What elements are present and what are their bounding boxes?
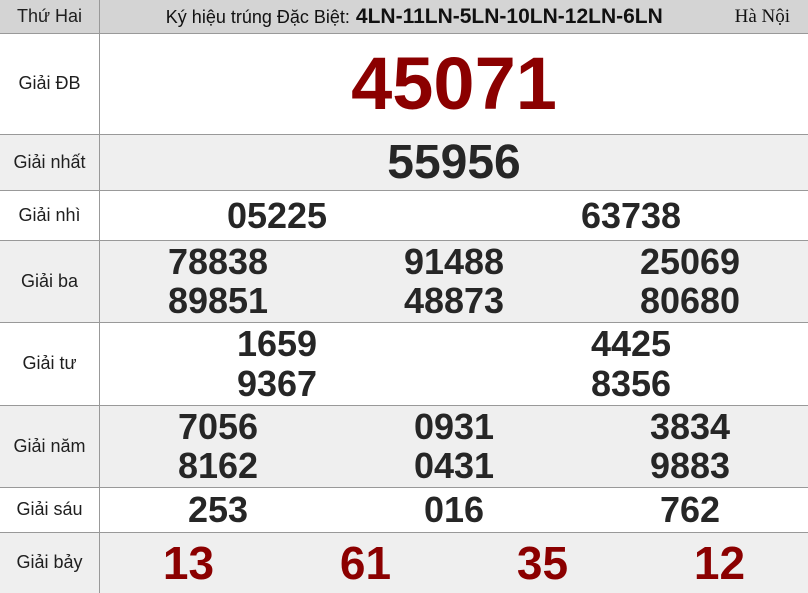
prize-number: 0431: [413, 445, 495, 486]
prize-numbers-nam: 7056 0931 3834 8162 0431 9883: [100, 406, 808, 487]
prize-label-nhi: Giải nhì: [0, 191, 100, 240]
special-symbol: Ký hiệu trúng Đặc Biệt: 4LN-11LN-5LN-10LN…: [100, 5, 729, 29]
prize-number: 0931: [413, 406, 495, 447]
prize-number: 91488: [403, 241, 505, 282]
prize-number: 4425: [590, 323, 672, 365]
number-line: 05225 63738: [100, 194, 808, 236]
region-label: Hà Nội: [734, 5, 790, 27]
prize-label-db: Giải ĐB: [0, 34, 100, 134]
prize-number: 45071: [351, 42, 557, 125]
prize-row-db: Giải ĐB 45071: [0, 33, 808, 134]
number-line: 55956: [100, 135, 808, 189]
prize-row-nhi: Giải nhì 05225 63738: [0, 190, 808, 240]
number-line: 8162 0431 9883: [100, 448, 808, 484]
prize-number: 61: [339, 537, 392, 589]
prize-label-nhat: Giải nhất: [0, 135, 100, 190]
prize-number: 63738: [580, 194, 682, 236]
prize-number: 9883: [649, 445, 731, 486]
prize-number: 8356: [590, 362, 672, 404]
number-line: 7056 0931 3834: [100, 409, 808, 445]
number-line: 45071: [100, 47, 808, 121]
prize-number: 25069: [639, 241, 741, 282]
prize-number: 7056: [177, 406, 259, 447]
symbol-label: Ký hiệu trúng Đặc Biệt:: [165, 6, 350, 27]
prize-number: 89851: [167, 280, 269, 321]
prize-row-nam: Giải năm 7056 0931 3834 8162 0431 9883: [0, 405, 808, 487]
prize-number: 8162: [177, 445, 259, 486]
prize-number: 78838: [167, 241, 269, 282]
prize-number: 1659: [236, 323, 318, 365]
prize-numbers-tu: 1659 4425 9367 8356: [100, 323, 808, 405]
header-content: Ký hiệu trúng Đặc Biệt: 4LN-11LN-5LN-10LN…: [100, 0, 808, 33]
prize-numbers-db: 45071: [100, 34, 808, 134]
prize-number: 762: [659, 489, 721, 530]
prize-number: 13: [162, 537, 215, 589]
prize-numbers-sau: 253 016 762: [100, 488, 808, 532]
table-header: Thứ Hai Ký hiệu trúng Đặc Biệt: 4LN-11LN-…: [0, 0, 808, 33]
number-line: 78838 91488 25069: [100, 244, 808, 280]
prize-number: 12: [693, 537, 746, 589]
prize-number: 55956: [387, 135, 521, 189]
prize-label-ba: Giải ba: [0, 241, 100, 322]
weekday-label: Thứ Hai: [0, 0, 100, 33]
prize-number: 05225: [226, 194, 328, 236]
prize-row-ba: Giải ba 78838 91488 25069 89851 48873 80680: [0, 240, 808, 322]
prize-numbers-bay: 13 61 35 12: [100, 533, 808, 593]
prize-row-bay: Giải bảy 13 61 35 12: [0, 532, 808, 593]
prize-numbers-nhat: 55956: [100, 135, 808, 190]
symbol-value: 4LN-11LN-5LN-10LN-12LN-6LN: [355, 4, 663, 28]
prize-numbers-ba: 78838 91488 25069 89851 48873 80680: [100, 241, 808, 322]
prize-row-nhat: Giải nhất 55956: [0, 134, 808, 190]
prize-number: 016: [423, 489, 485, 530]
prize-table-body: Giải ĐB 45071 Giải nhất 55956 Giải nhì 05225 6…: [0, 33, 808, 593]
number-line: 13 61 35 12: [100, 540, 808, 586]
number-line: 9367 8356: [100, 362, 808, 404]
prize-number: 35: [516, 537, 569, 589]
prize-number: 3834: [649, 406, 731, 447]
prize-number: 253: [187, 489, 249, 530]
prize-label-sau: Giải sáu: [0, 488, 100, 532]
prize-label-bay: Giải bảy: [0, 533, 100, 593]
prize-label-tu: Giải tư: [0, 323, 100, 405]
prize-number: 48873: [403, 280, 505, 321]
prize-row-tu: Giải tư 1659 4425 9367 8356: [0, 322, 808, 405]
prize-row-sau: Giải sáu 253 016 762: [0, 487, 808, 532]
prize-number: 80680: [639, 280, 741, 321]
prize-numbers-nhi: 05225 63738: [100, 191, 808, 240]
prize-number: 9367: [236, 362, 318, 404]
prize-label-nam: Giải năm: [0, 406, 100, 487]
number-line: 1659 4425: [100, 326, 808, 362]
number-line: 253 016 762: [100, 492, 808, 528]
number-line: 89851 48873 80680: [100, 283, 808, 319]
